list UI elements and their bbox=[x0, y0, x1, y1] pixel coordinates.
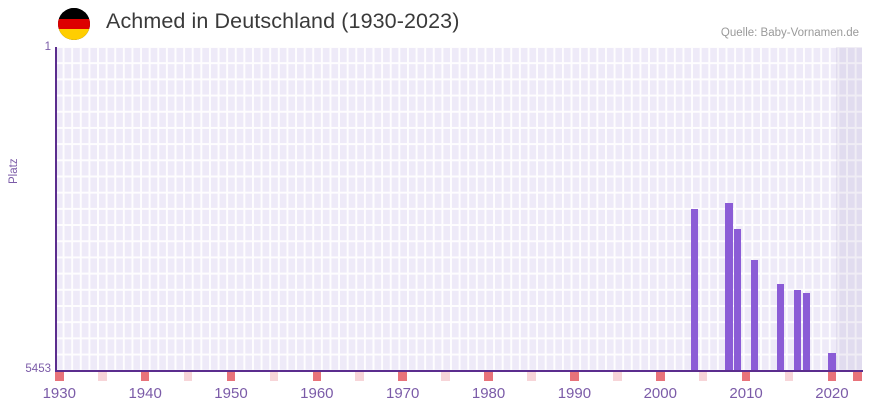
forecast-shaded-region bbox=[836, 47, 862, 371]
x-label-1940: 1940 bbox=[128, 385, 162, 402]
x-tick-2020 bbox=[827, 372, 837, 381]
german-flag-icon bbox=[58, 8, 90, 40]
x-label-2020: 2020 bbox=[815, 385, 849, 402]
bar-2004[interactable] bbox=[690, 209, 699, 371]
x-tick-2015 bbox=[784, 372, 794, 381]
x-tick-1930 bbox=[55, 372, 64, 381]
x-label-1970: 1970 bbox=[386, 385, 420, 402]
x-axis-tick-labels: 1930 1940 1950 1960 1970 1980 1990 2000 2010 2020 bbox=[0, 385, 873, 409]
bar-2009[interactable] bbox=[733, 229, 742, 371]
x-label-1930: 1930 bbox=[42, 385, 76, 402]
chart-header: Achmed in Deutschland (1930-2023) Quelle… bbox=[0, 0, 873, 47]
bar-2020[interactable] bbox=[828, 353, 836, 371]
x-axis-line bbox=[55, 370, 863, 372]
y-axis-tick-label-bottom: 5453 bbox=[25, 363, 51, 375]
y-axis-tick-label-top: 1 bbox=[44, 41, 51, 53]
x-tick-1990 bbox=[570, 372, 579, 381]
x-tick-1970 bbox=[398, 372, 407, 381]
flag-band-gold bbox=[58, 29, 90, 40]
x-tick-1965 bbox=[355, 372, 365, 381]
bar-2014[interactable] bbox=[776, 284, 785, 371]
x-tick-1980 bbox=[484, 372, 493, 381]
x-tick-1955 bbox=[269, 372, 279, 381]
plot-area bbox=[55, 47, 862, 371]
x-tick-2000 bbox=[655, 372, 665, 381]
x-axis-ticks bbox=[55, 372, 863, 381]
x-label-1980: 1980 bbox=[471, 385, 506, 402]
x-tick-1950 bbox=[226, 372, 236, 381]
bars-container bbox=[55, 47, 862, 371]
x-tick-1935 bbox=[97, 372, 107, 381]
x-tick-1940 bbox=[140, 372, 150, 381]
x-tick-1985 bbox=[527, 372, 536, 381]
x-label-2010: 2010 bbox=[729, 385, 763, 402]
x-label-1950: 1950 bbox=[214, 385, 248, 402]
x-tick-2023 bbox=[853, 372, 862, 381]
bar-2008[interactable] bbox=[725, 203, 733, 371]
y-axis-line bbox=[55, 47, 57, 372]
bar-2011[interactable] bbox=[750, 260, 759, 371]
chart-title: Achmed in Deutschland (1930-2023) bbox=[106, 9, 460, 33]
x-tick-1945 bbox=[183, 372, 193, 381]
x-tick-1975 bbox=[441, 372, 450, 381]
bar-2017[interactable] bbox=[802, 293, 810, 371]
flag-band-red bbox=[58, 18, 90, 30]
bar-2016[interactable] bbox=[793, 290, 802, 371]
flag-band-black bbox=[58, 8, 90, 19]
y-axis-title: Platz bbox=[8, 158, 20, 184]
x-tick-2010 bbox=[741, 372, 751, 381]
x-label-2000: 2000 bbox=[643, 385, 677, 402]
source-attribution: Quelle: Baby-Vornamen.de bbox=[720, 27, 859, 39]
x-tick-1960 bbox=[312, 372, 322, 381]
x-tick-2005 bbox=[698, 372, 708, 381]
x-tick-1995 bbox=[613, 372, 622, 381]
x-label-1960: 1960 bbox=[300, 385, 334, 402]
x-label-1990: 1990 bbox=[557, 385, 592, 402]
